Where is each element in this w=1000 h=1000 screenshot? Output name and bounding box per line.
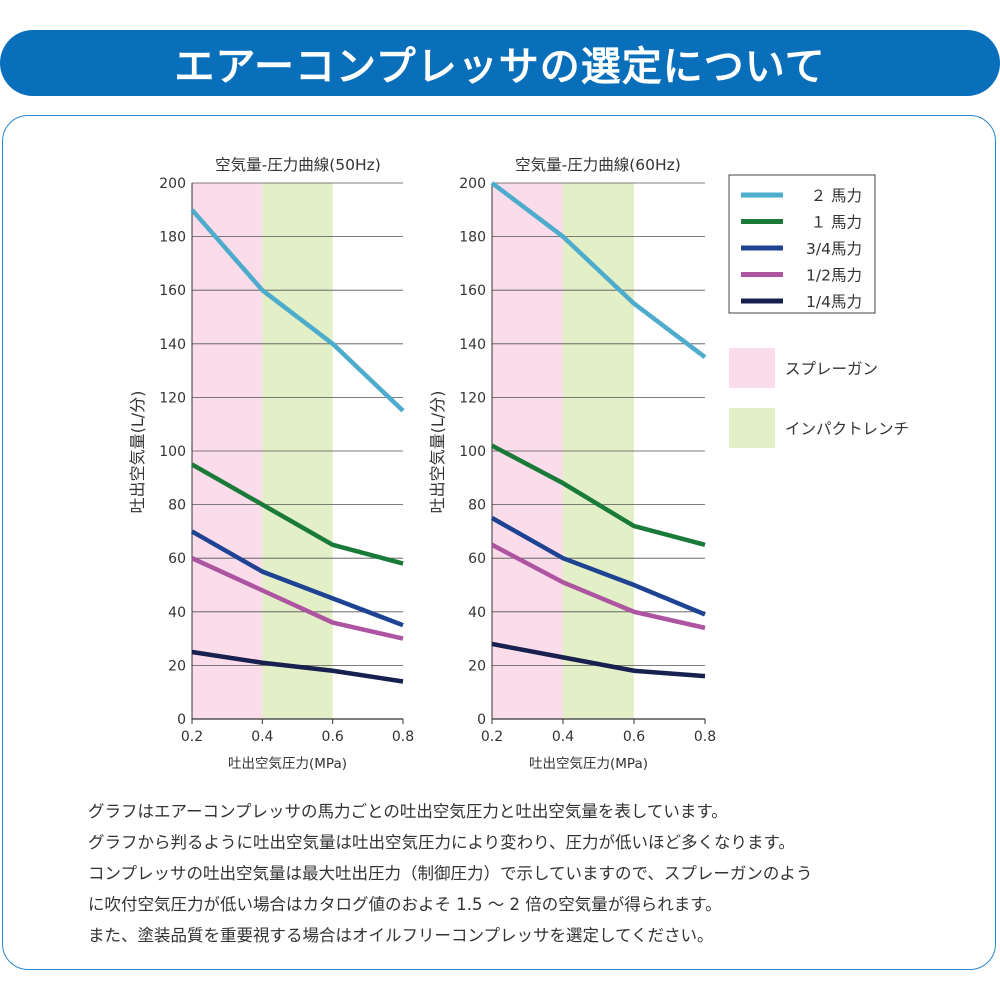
chart-60hz: 0 20 40 60 80 100 120 140 160 180 200 0.2 0.4 0.6 0.8 空… bbox=[428, 156, 716, 772]
chart-50hz: 0 20 40 60 80 100 120 140 160 180 200 0.2 0.4 0.6 0.8 空… bbox=[128, 156, 414, 772]
series-line bbox=[490, 181, 707, 359]
y-tick-label: 40 bbox=[168, 605, 186, 621]
legend-box bbox=[728, 174, 876, 314]
y-tick-label: 0 bbox=[477, 712, 486, 728]
description-line: グラフはエアーコンプレッサの馬力ごとの吐出空気圧力と吐出空気量を表しています。 bbox=[88, 802, 728, 821]
x-tick-label: 0.6 bbox=[623, 729, 645, 745]
legend-label: ２ 馬力 bbox=[811, 187, 862, 205]
x-tick-label: 0.4 bbox=[552, 729, 574, 745]
series-line bbox=[490, 542, 706, 631]
x-tick-label: 0.8 bbox=[392, 729, 414, 745]
spray-gun-swatch bbox=[729, 348, 775, 388]
y-tick-label: 20 bbox=[168, 658, 186, 674]
series-line bbox=[190, 529, 404, 628]
description-line: に吹付空気圧力が低い場合はカタログ値のおよそ 1.5 ～ 2 倍の空気量が得られ… bbox=[88, 895, 722, 914]
x-tick-label: 0.2 bbox=[481, 729, 503, 745]
description-line: グラフから判るように吐出空気量は吐出空気圧力により変わり、圧力が低いほど多くなり… bbox=[88, 833, 795, 852]
chart-title: 空気量-圧力曲線(50Hz) bbox=[215, 156, 381, 174]
page-title: エアーコンプレッサの選定について bbox=[174, 44, 826, 90]
y-tick-label: 140 bbox=[159, 337, 186, 353]
legend-label: 3/4馬力 bbox=[806, 240, 862, 258]
description: グラフはエアーコンプレッサの馬力ごとの吐出空気圧力と吐出空気量を表しています。 … bbox=[88, 796, 968, 951]
series-line bbox=[491, 641, 706, 679]
legend-band-label: インパクトレンチ bbox=[785, 420, 909, 438]
description-line: また、塗装品質を重要視する場合はオイルフリーコンプレッサを選定してください。 bbox=[88, 926, 714, 945]
series-line bbox=[191, 556, 404, 641]
y-tick-label: 0 bbox=[177, 712, 186, 728]
legend-label: 1/2馬力 bbox=[806, 267, 862, 285]
x-tick-label: 0.6 bbox=[322, 729, 344, 745]
x-tick-label: 0.4 bbox=[251, 729, 273, 745]
y-tick-label: 140 bbox=[459, 337, 486, 353]
y-tick-label: 60 bbox=[468, 551, 486, 567]
y-axis-title: 吐出空気量(L/分) bbox=[428, 391, 447, 514]
y-tick-label: 60 bbox=[168, 551, 186, 567]
impact-wrench-swatch bbox=[729, 408, 775, 448]
x-tick-label: 0.2 bbox=[181, 729, 203, 745]
y-tick-label: 120 bbox=[159, 390, 186, 406]
description-line: コンプレッサの吐出空気量は最大吐出圧力（制御圧力）で示していますので、スプレーガ… bbox=[88, 864, 813, 883]
y-tick-label: 120 bbox=[459, 390, 486, 406]
y-axis-title: 吐出空気量(L/分) bbox=[128, 391, 147, 514]
x-axis-title: 吐出空気圧力(MPa) bbox=[228, 756, 347, 772]
chart-title: 空気量-圧力曲線(60Hz) bbox=[515, 156, 681, 174]
series-line bbox=[191, 649, 404, 684]
x-axis-title: 吐出空気圧力(MPa) bbox=[529, 756, 648, 772]
series-line bbox=[490, 443, 706, 547]
legend-band-label: スプレーガン bbox=[785, 360, 878, 378]
y-tick-label: 80 bbox=[168, 498, 186, 514]
y-tick-label: 80 bbox=[468, 498, 486, 514]
y-tick-label: 160 bbox=[459, 283, 486, 299]
y-tick-label: 200 bbox=[159, 176, 186, 192]
y-tick-label: 160 bbox=[159, 283, 186, 299]
y-tick-label: 20 bbox=[468, 658, 486, 674]
y-tick-label: 100 bbox=[159, 444, 186, 460]
y-tick-label: 100 bbox=[459, 444, 486, 460]
y-tick-label: 180 bbox=[159, 230, 186, 246]
x-tick-label: 0.8 bbox=[694, 729, 716, 745]
legend-label: 1/4馬力 bbox=[806, 293, 862, 311]
y-tick-label: 40 bbox=[468, 605, 486, 621]
series-line bbox=[490, 516, 706, 617]
series-line bbox=[190, 208, 405, 413]
y-tick-label: 180 bbox=[459, 230, 486, 246]
title-banner: エアーコンプレッサの選定について bbox=[0, 30, 1000, 96]
series-line bbox=[190, 462, 404, 566]
y-tick-label: 200 bbox=[459, 176, 486, 192]
legend-label: １ 馬力 bbox=[811, 214, 862, 232]
content-frame bbox=[2, 115, 996, 970]
